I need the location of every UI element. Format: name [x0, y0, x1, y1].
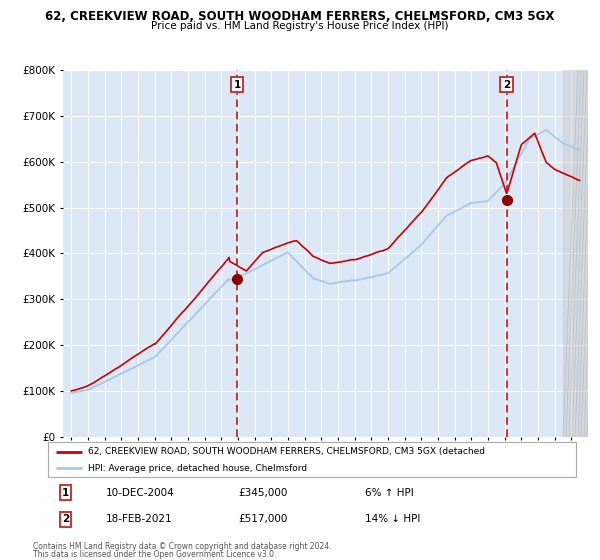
- Text: Contains HM Land Registry data © Crown copyright and database right 2024.: Contains HM Land Registry data © Crown c…: [33, 542, 331, 550]
- Text: Price paid vs. HM Land Registry's House Price Index (HPI): Price paid vs. HM Land Registry's House …: [151, 21, 449, 31]
- Bar: [563, 70, 588, 437]
- Text: 6% ↑ HPI: 6% ↑ HPI: [365, 488, 413, 497]
- Text: 62, CREEKVIEW ROAD, SOUTH WOODHAM FERRERS, CHELMSFORD, CM3 5GX (detached: 62, CREEKVIEW ROAD, SOUTH WOODHAM FERRER…: [88, 447, 485, 456]
- Text: 10-DEC-2004: 10-DEC-2004: [106, 488, 175, 497]
- Text: This data is licensed under the Open Government Licence v3.0.: This data is licensed under the Open Gov…: [33, 550, 277, 559]
- Text: 14% ↓ HPI: 14% ↓ HPI: [365, 515, 420, 524]
- Text: 1: 1: [62, 488, 69, 497]
- FancyBboxPatch shape: [48, 442, 576, 477]
- Text: 2: 2: [62, 515, 69, 524]
- Text: £345,000: £345,000: [238, 488, 287, 497]
- Text: HPI: Average price, detached house, Chelmsford: HPI: Average price, detached house, Chel…: [88, 464, 307, 473]
- Text: £517,000: £517,000: [238, 515, 287, 524]
- Text: 1: 1: [233, 80, 241, 90]
- Text: 2: 2: [503, 80, 510, 90]
- Text: 62, CREEKVIEW ROAD, SOUTH WOODHAM FERRERS, CHELMSFORD, CM3 5GX: 62, CREEKVIEW ROAD, SOUTH WOODHAM FERRER…: [46, 10, 554, 23]
- Text: 18-FEB-2021: 18-FEB-2021: [106, 515, 173, 524]
